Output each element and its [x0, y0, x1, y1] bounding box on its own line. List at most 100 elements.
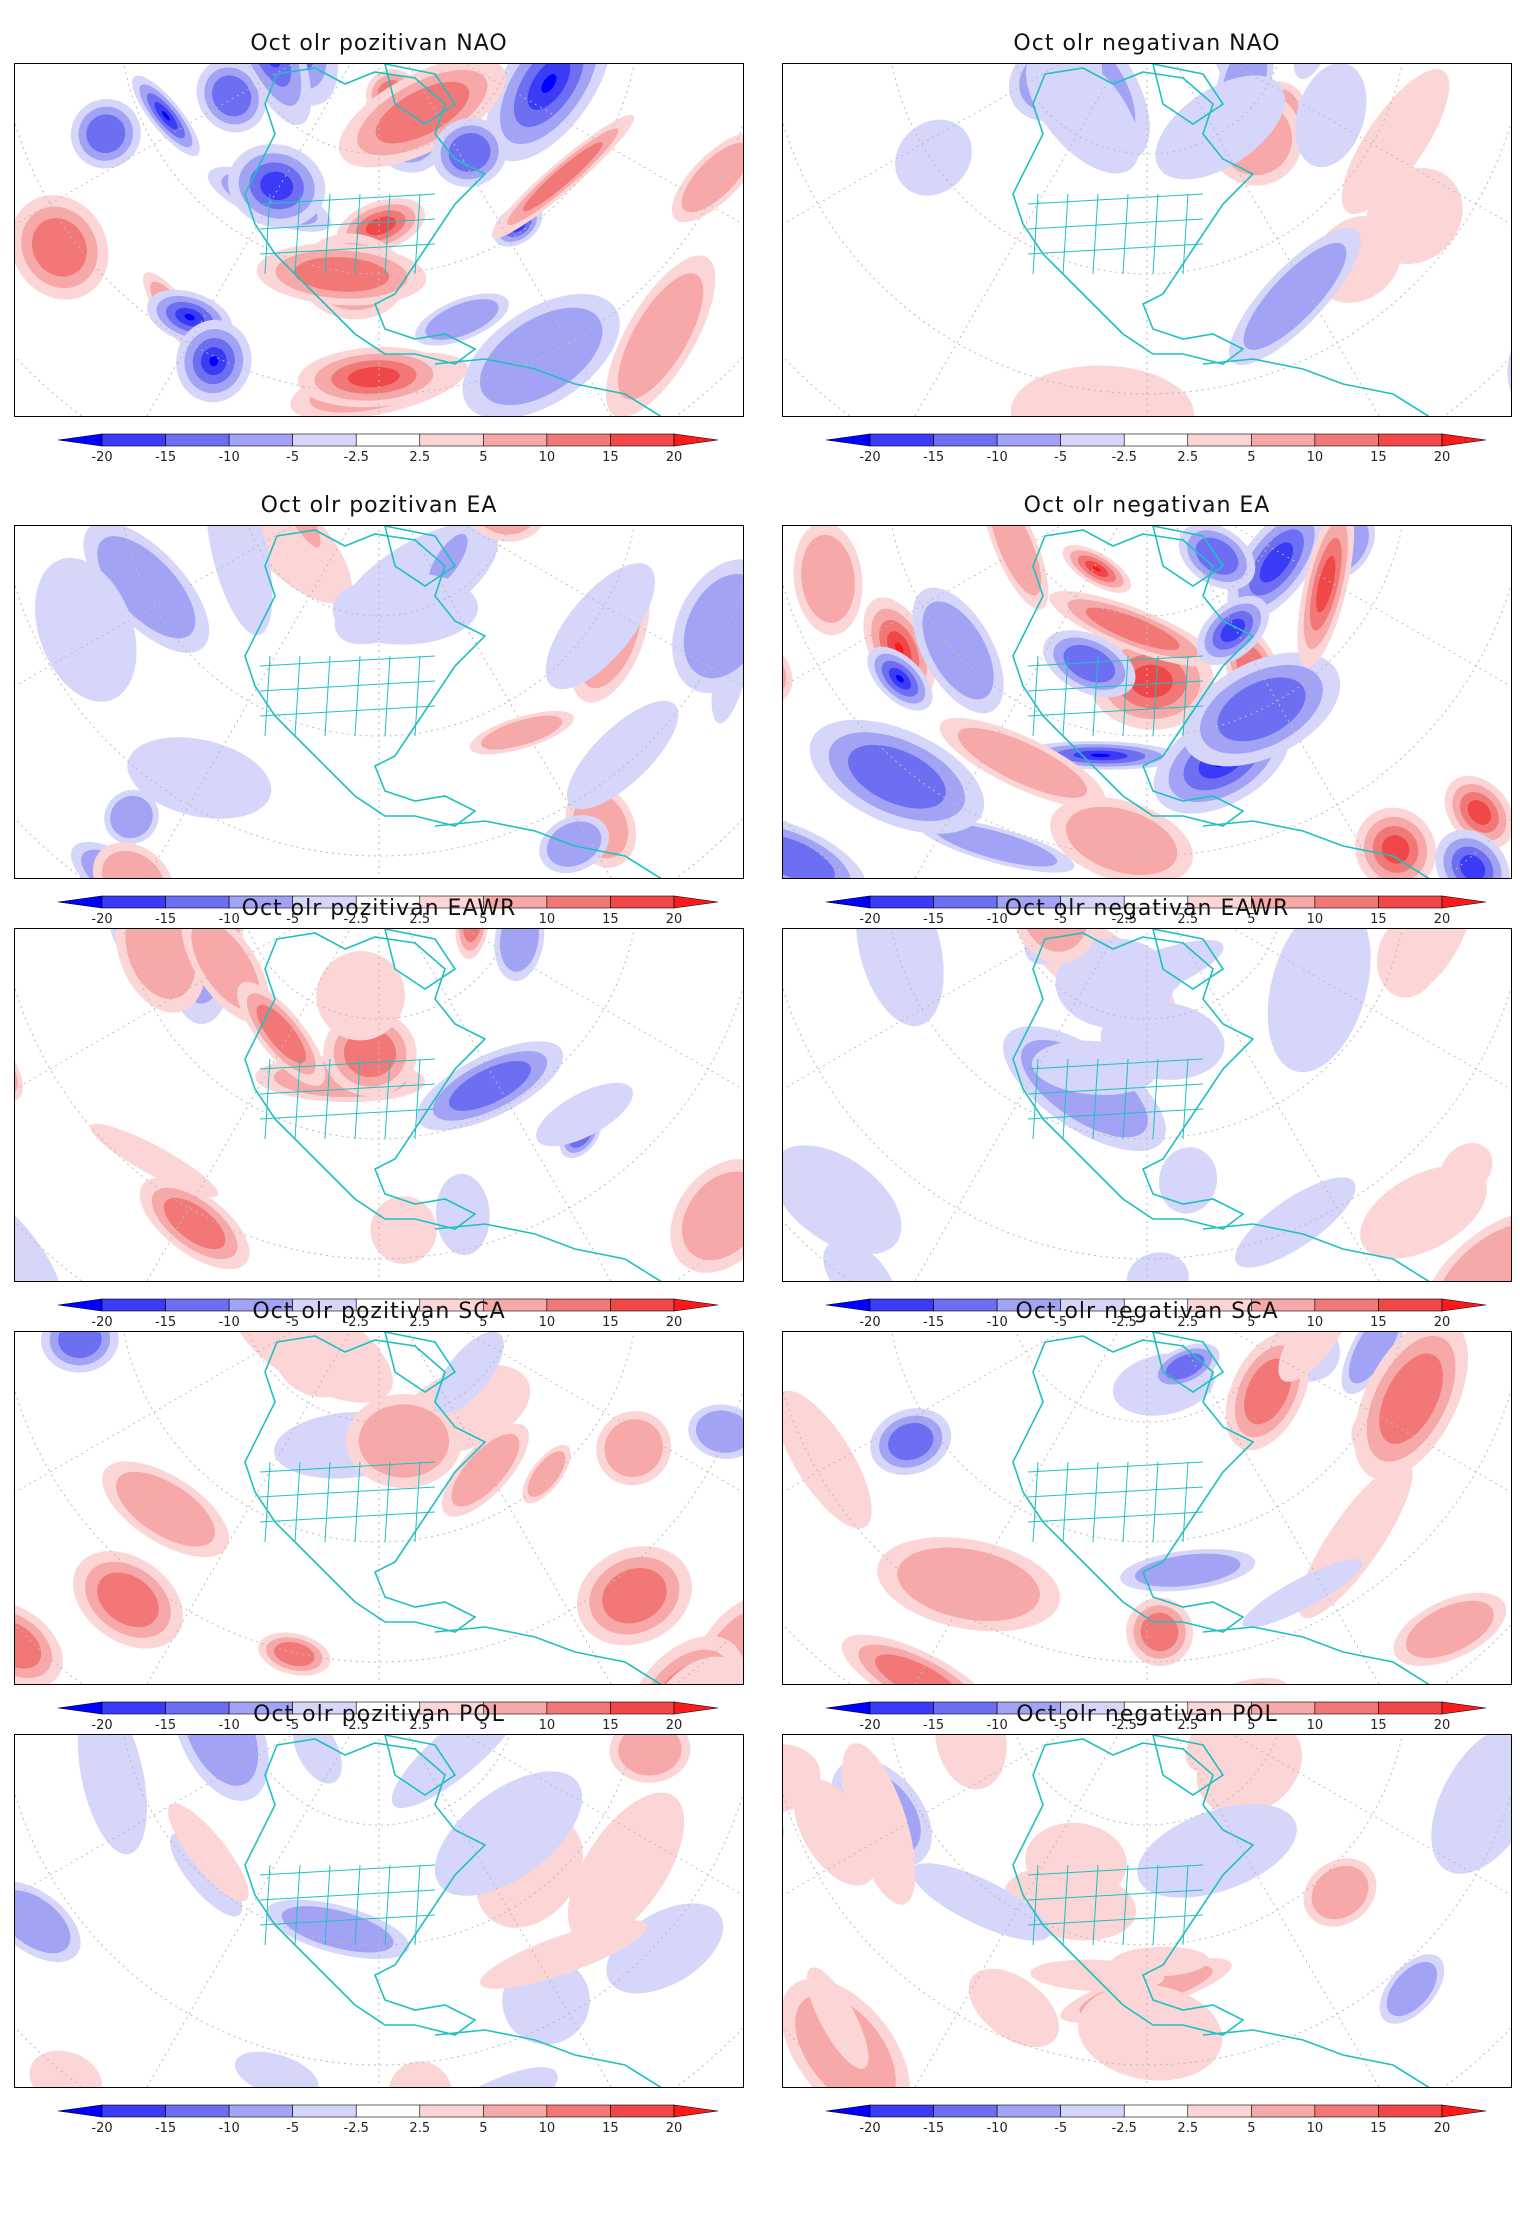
colorbar-tick-label: 20	[1434, 2121, 1451, 2136]
state-border	[354, 193, 361, 275]
state-border	[1032, 1058, 1039, 1140]
polar-stereographic-map	[783, 526, 1511, 878]
map-frame	[782, 1734, 1512, 2088]
state-border	[259, 705, 436, 717]
colorbar-tick-label: -2.5	[344, 912, 369, 927]
colorbar-tick-label: -20	[859, 450, 880, 465]
colorbar-tick-label: 10	[539, 1718, 556, 1733]
colorbar-tick-label: -20	[91, 912, 112, 927]
negative-anomaly-region	[332, 572, 479, 645]
state-border	[414, 655, 421, 737]
negative-anomaly-region	[292, 1735, 342, 1784]
negative-anomaly-region	[888, 1422, 934, 1461]
colorbar-max-extension	[1441, 895, 1486, 909]
colorbar-segment	[610, 2104, 675, 2118]
panel-title: Oct olr negativan NAO	[1013, 31, 1281, 56]
greenland-coastline	[383, 64, 457, 125]
south-america-coastline	[1202, 820, 1434, 878]
colorbar-segment	[1378, 2104, 1443, 2118]
state-border	[1182, 1058, 1189, 1140]
state-border	[1092, 1864, 1099, 1946]
colorbar-tick-label: 20	[666, 1315, 683, 1330]
positive-anomaly-region	[462, 929, 482, 943]
colorbar-max-extension	[673, 1298, 718, 1312]
colorbar-tick-label: -15	[923, 2121, 944, 2136]
state-border	[1152, 1461, 1159, 1543]
positive-anomaly-region	[256, 1004, 307, 1064]
positive-anomaly-region	[990, 526, 1042, 596]
colorbar-tick-label: 10	[1307, 1315, 1324, 1330]
colorbar-tick-label: 10	[1307, 450, 1324, 465]
colorbar-tick-label: -5	[286, 2121, 299, 2136]
colorbar-tick-label: -5	[286, 1718, 299, 1733]
colorbar-tick-label: -20	[91, 2121, 112, 2136]
negative-anomaly-region	[1243, 242, 1347, 350]
panel-title: Oct olr pozitivan SCA	[252, 1299, 506, 1324]
positive-anomaly-region	[957, 727, 1088, 798]
colorbar-tick-label: -2.5	[344, 1718, 369, 1733]
state-border	[1092, 1461, 1099, 1543]
colorbar-segment	[1187, 2104, 1252, 2118]
colorbar-tick-label: -20	[859, 2121, 880, 2136]
negative-anomaly-region	[15, 1890, 71, 1954]
state-border	[1027, 243, 1204, 255]
state-border	[294, 655, 301, 737]
north-america-coastline	[1012, 932, 1255, 1230]
greenland-coastline	[1151, 1332, 1225, 1393]
colorbar-tick-label: -5	[1054, 2121, 1067, 2136]
colorbar-segment	[933, 2104, 998, 2118]
colorbar-segment	[165, 433, 230, 447]
state-border	[1027, 1486, 1204, 1498]
positive-anomaly-region	[783, 1458, 785, 1572]
colorbar-tick-label: -20	[91, 450, 112, 465]
colorbar-segment	[355, 433, 421, 447]
positive-anomaly-region	[167, 1803, 249, 1902]
colorbar-tick-label: 5	[1247, 2121, 1255, 2136]
colorbar-tick-label: 2.5	[1177, 1315, 1198, 1330]
negative-anomaly-region	[260, 171, 294, 201]
colorbar-tick-label: -10	[986, 450, 1007, 465]
colorbar-tick-label: -15	[155, 912, 176, 927]
positive-anomaly-region	[467, 1275, 609, 1281]
state-border	[1062, 1058, 1069, 1140]
colorbar-tick-label: 5	[479, 1315, 487, 1330]
colorbar-tick-label: 10	[539, 912, 556, 927]
map-frame	[14, 1734, 744, 2088]
state-border	[1027, 1864, 1204, 1876]
positive-anomaly-region	[783, 1390, 872, 1529]
state-border	[354, 1058, 361, 1140]
state-border	[324, 1461, 331, 1543]
north-america-coastline	[1012, 1738, 1255, 2036]
state-border	[1092, 655, 1099, 737]
map-frame	[14, 928, 744, 1282]
colorbar-tick-label: -5	[1054, 450, 1067, 465]
positive-anomaly-region	[1020, 929, 1089, 952]
negative-anomaly-region	[1386, 1961, 1438, 2017]
south-america-coastline	[1202, 2029, 1434, 2087]
colorbar-tick-label: 10	[539, 1315, 556, 1330]
state-border	[1027, 655, 1204, 667]
positive-anomaly-region	[97, 1572, 159, 1628]
greenland-coastline	[1151, 526, 1225, 587]
colorbar-tick-label: 2.5	[1177, 2121, 1198, 2136]
negative-anomaly-region	[1295, 64, 1367, 168]
state-border	[1182, 1864, 1189, 1946]
colorbar-segment	[996, 2104, 1061, 2118]
positive-anomaly-region	[125, 929, 196, 999]
colorbar-tick-label: 10	[1307, 912, 1324, 927]
state-border	[259, 1889, 436, 1901]
colorbar: -20 -15 -10 -5 -2.5 2.5 5 10 15 20	[826, 433, 1486, 465]
colorbar-tick-label: 2.5	[409, 2121, 430, 2136]
colorbar-segment	[1251, 2104, 1316, 2118]
colorbar-segment	[869, 2104, 934, 2118]
colorbar-tick-label: 2.5	[409, 1315, 430, 1330]
colorbar-segment	[419, 2104, 484, 2118]
state-border	[324, 1058, 331, 1140]
map-panel: Oct olr pozitivan EA -20 -15 -10 -5 -2.5 2.5 5 1…	[14, 490, 744, 927]
positive-anomaly-region	[689, 1594, 743, 1684]
positive-anomaly-region	[783, 643, 793, 704]
positive-anomaly-region	[567, 1792, 685, 1944]
colorbar-segment	[1123, 433, 1189, 447]
positive-anomaly-region	[801, 534, 855, 623]
south-america-coastline	[1202, 1223, 1434, 1281]
